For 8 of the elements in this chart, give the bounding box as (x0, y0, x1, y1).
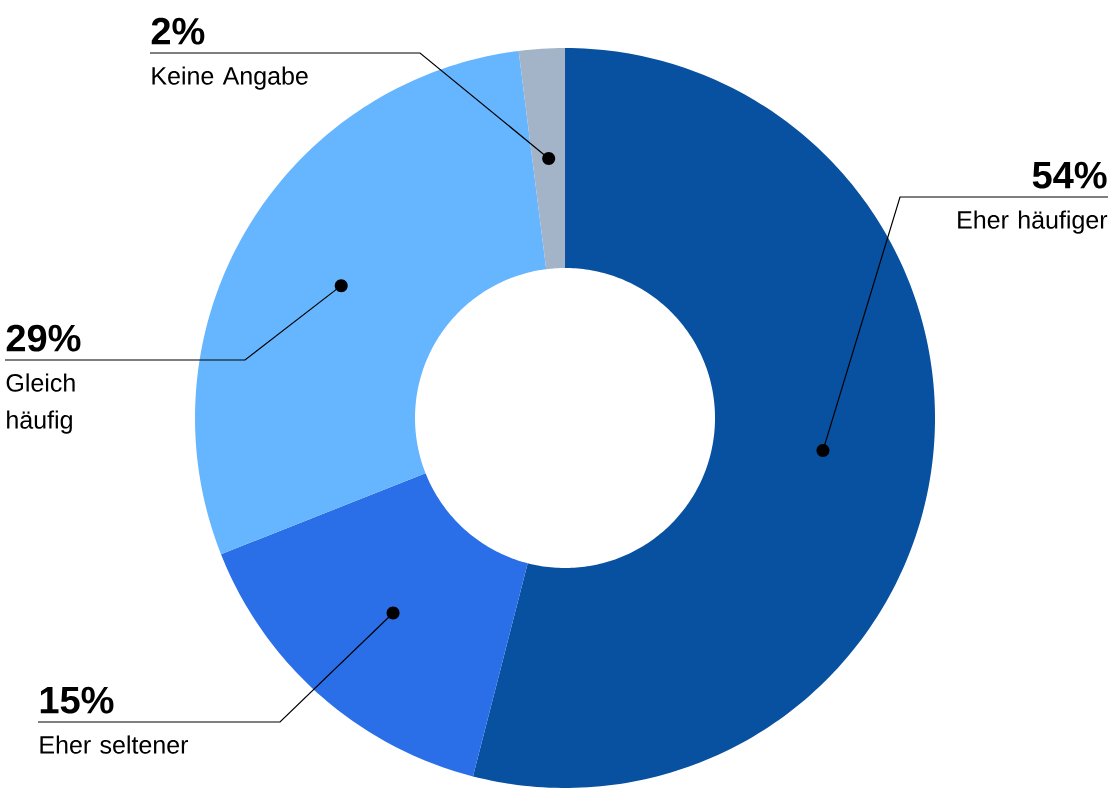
slice-label: Eher seltener (40, 735, 189, 754)
data-label: 29% (6, 324, 81, 352)
data-label: 15% (40, 686, 114, 714)
slice-label: Keine Angabe (152, 66, 308, 90)
slice-label: Eher häufiger (958, 210, 1108, 234)
slice-label: Gleich häufig (6, 373, 75, 434)
data-label: 2% (151, 17, 205, 45)
data-label: 54% (1032, 161, 1107, 189)
